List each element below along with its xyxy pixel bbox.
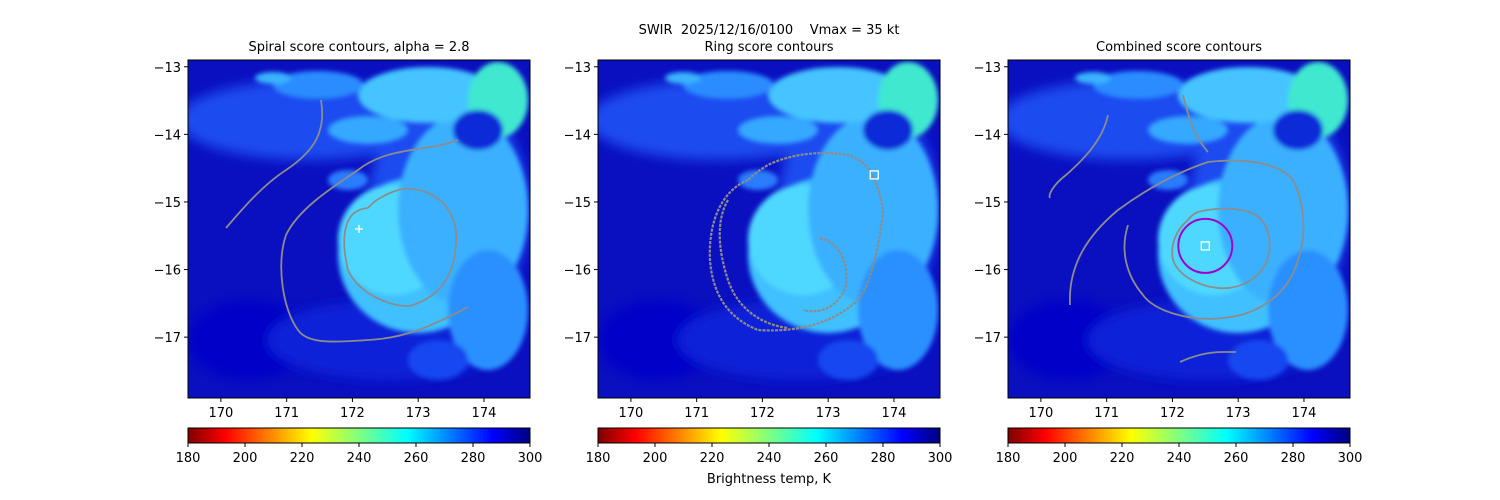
score-contours <box>1048 94 1305 363</box>
colorbar-tick-label: 220 <box>290 451 315 466</box>
contour-line <box>225 99 324 229</box>
center-plus-marker <box>355 225 363 233</box>
x-tick-label: 172 <box>1160 406 1185 421</box>
contour-line <box>1179 351 1236 363</box>
center-square-marker <box>869 170 879 180</box>
panel-title: Ring score contours <box>704 40 833 55</box>
x-tick-label: 171 <box>274 406 299 421</box>
colorbar <box>1007 427 1351 444</box>
satellite-image <box>588 60 940 398</box>
x-tick-label: 173 <box>816 406 841 421</box>
figure-suptitle: SWIR 2025/12/16/0100 Vmax = 35 kt <box>0 22 1500 39</box>
panel-1: Spiral score contours, alpha = 2.8 170 171… <box>154 40 543 466</box>
y-tick-label: −13 <box>974 61 1001 76</box>
x-tick-label: 174 <box>1292 406 1317 421</box>
colorbar-tick-label: 180 <box>176 451 201 466</box>
colorbar-tick-label: 180 <box>586 451 611 466</box>
colorbar-tick-label: 220 <box>700 451 725 466</box>
colorbar <box>597 427 941 444</box>
colorbar-tick-label: 200 <box>643 451 668 466</box>
suptitle-line1: SWIR 2025/12/16/0100 Vmax = 35 kt <box>638 23 900 38</box>
axes-frame <box>1007 59 1351 399</box>
y-tick-label: −16 <box>564 264 591 279</box>
y-tick-label: −15 <box>974 196 1001 211</box>
colorbar-tick-label: 180 <box>996 451 1021 466</box>
panel-title: Spiral score contours, alpha = 2.8 <box>248 40 469 55</box>
x-tick-label: 171 <box>1094 406 1119 421</box>
colorbar-tick-label: 300 <box>518 451 543 466</box>
colorbar-tick-label: 300 <box>928 451 953 466</box>
x-tick-label: 170 <box>618 406 643 421</box>
satellite-image <box>178 60 530 398</box>
axes-frame <box>597 59 941 399</box>
contour-line <box>280 139 469 343</box>
colorbar-tick-label: 240 <box>1167 451 1192 466</box>
y-tick-label: −13 <box>154 61 181 76</box>
center-square-marker <box>1200 241 1210 251</box>
contour-line <box>1048 114 1109 199</box>
y-tick-label: −14 <box>564 128 591 143</box>
colorbar-tick-label: 280 <box>1281 451 1306 466</box>
contour-line <box>1182 94 1209 153</box>
panel-3: Combined score contours 170 171 172 173 174 −1… <box>974 40 1363 466</box>
y-tick-label: −15 <box>564 196 591 211</box>
y-tick-label: −17 <box>564 331 591 346</box>
y-tick-label: −17 <box>154 331 181 346</box>
colorbar-tick-label: 240 <box>347 451 372 466</box>
x-tick-label: 174 <box>472 406 497 421</box>
colorbar-tick-label: 200 <box>1053 451 1078 466</box>
contour-line <box>708 151 885 332</box>
colorbar-tick-label: 260 <box>1224 451 1249 466</box>
x-tick-label: 171 <box>684 406 709 421</box>
contour-line <box>1171 207 1271 290</box>
y-tick-label: −14 <box>154 128 181 143</box>
contour-line <box>1069 159 1305 320</box>
colorbar-label: Brightness temp, K <box>706 472 832 487</box>
y-tick-label: −16 <box>974 264 1001 279</box>
y-tick-label: −14 <box>974 128 1001 143</box>
y-tick-label: −15 <box>154 196 181 211</box>
colorbar-tick-label: 280 <box>871 451 896 466</box>
x-tick-label: 172 <box>340 406 365 421</box>
y-tick-label: −17 <box>974 331 1001 346</box>
contour-line <box>802 236 848 313</box>
ring-circle <box>1177 217 1234 274</box>
colorbar-tick-label: 200 <box>233 451 258 466</box>
contour-line <box>718 199 789 330</box>
colorbar-tick-label: 260 <box>814 451 839 466</box>
contour-line <box>343 187 458 307</box>
colorbar-tick-label: 280 <box>461 451 486 466</box>
satellite-image <box>998 60 1350 398</box>
y-tick-label: −13 <box>564 61 591 76</box>
colorbar-tick-label: 300 <box>1338 451 1363 466</box>
x-tick-label: 172 <box>750 406 775 421</box>
x-tick-label: 173 <box>406 406 431 421</box>
colorbar <box>187 427 531 444</box>
axes-frame <box>187 59 531 399</box>
panel-title: Combined score contours <box>1096 40 1262 55</box>
score-contours <box>225 99 469 343</box>
x-tick-label: 174 <box>882 406 907 421</box>
x-tick-label: 170 <box>1028 406 1053 421</box>
y-tick-label: −16 <box>154 264 181 279</box>
score-contours <box>708 151 885 332</box>
x-tick-label: 170 <box>208 406 233 421</box>
colorbar-tick-label: 260 <box>404 451 429 466</box>
x-tick-label: 173 <box>1226 406 1251 421</box>
colorbar-tick-label: 220 <box>1110 451 1135 466</box>
panel-2: Ring score contours 170 171 172 173 174 −13 −14… <box>564 40 953 466</box>
colorbar-tick-label: 240 <box>757 451 782 466</box>
